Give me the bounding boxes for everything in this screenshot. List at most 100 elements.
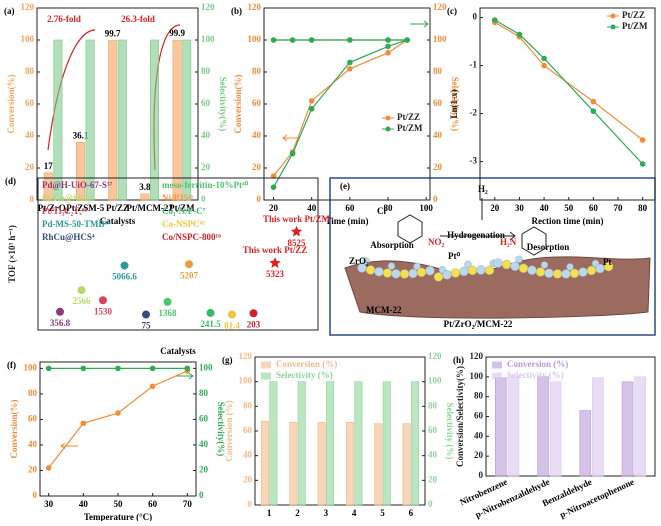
- caption: Pt/ZrO₂/MCM-22: [444, 319, 513, 329]
- x-tick-label: 30: [515, 203, 525, 213]
- annotation: 26.3-fold: [121, 14, 155, 24]
- bar: [592, 377, 604, 477]
- marker: [142, 310, 150, 319]
- particle: [535, 267, 546, 277]
- legend-label: meso-ferritin-10%Pt⁴⁰: [162, 180, 249, 190]
- label: MCM-22: [366, 305, 402, 315]
- y-tick-label: 100: [239, 376, 253, 386]
- panel-label: (c): [447, 6, 457, 16]
- y2-tick-label: 40: [433, 130, 443, 140]
- x-tick-label: 40: [79, 499, 89, 509]
- bar: [621, 381, 634, 477]
- legend-label: Selectivity (%): [507, 370, 564, 380]
- y-tick-label: 0: [248, 499, 253, 509]
- label: Cl: [377, 206, 386, 216]
- x-tick-label: Pt/ZSM-5: [66, 203, 104, 213]
- particle: [442, 270, 452, 280]
- label: ZrO₂: [349, 256, 369, 266]
- y-tick-label: 20: [28, 465, 38, 475]
- marker: [185, 260, 193, 269]
- y-tick-label: 100: [470, 371, 484, 381]
- y-tick-label: 20: [25, 162, 35, 172]
- marker: [308, 37, 315, 43]
- y-tick-label: -2: [470, 108, 478, 118]
- marker: [639, 137, 646, 143]
- y-tick-label: 40: [252, 130, 262, 140]
- panel-label: (g): [222, 355, 233, 365]
- legend-swatch: [492, 372, 502, 380]
- marker: [184, 365, 191, 372]
- legend-swatch: [261, 361, 271, 369]
- label: Absorption: [370, 240, 414, 250]
- marker: [308, 106, 315, 112]
- y-tick-label: 0: [473, 12, 478, 22]
- y2-tick-label: 80: [433, 66, 443, 76]
- label: H₂N: [500, 237, 517, 247]
- marker: [228, 310, 236, 319]
- marker: [270, 184, 277, 190]
- marker: [270, 37, 277, 43]
- y2-tick-label: 80: [199, 388, 209, 398]
- data-label: 5323: [266, 269, 285, 279]
- y2-axis-label: Selectivity (%): [445, 403, 455, 460]
- marker: [541, 62, 547, 69]
- y2-axis-label: Selectivity(%): [218, 77, 228, 131]
- legend-label: RhCu@HCS⁴: [42, 232, 95, 242]
- marker: [56, 307, 64, 316]
- x-tick-label: 30: [44, 499, 54, 509]
- bar: [150, 39, 159, 201]
- y2-tick-label: 120: [433, 2, 447, 12]
- data-label: 1368: [159, 308, 178, 318]
- marker: [590, 108, 597, 114]
- data-label: 99.7: [105, 29, 121, 39]
- y-tick-label: -3: [470, 156, 478, 166]
- legend-label: Pt/ZZ: [397, 112, 420, 122]
- marker: [249, 309, 258, 318]
- y2-tick-label: 120: [428, 351, 442, 361]
- y2-tick-label: 40: [199, 439, 209, 449]
- bar: [43, 172, 53, 201]
- data-label: 36.1: [73, 130, 89, 140]
- data-label: 81.4: [224, 321, 240, 331]
- y-tick-label: 80: [25, 66, 35, 76]
- bar: [507, 376, 520, 477]
- x-tick-label: 60: [148, 499, 158, 509]
- y2-tick-label: 40: [428, 450, 438, 460]
- data-label: 5207: [180, 270, 199, 280]
- legend-label: Conversion (%): [507, 359, 568, 369]
- marker: [269, 257, 281, 268]
- x-tick-label: 70: [183, 499, 193, 509]
- legend-label: Co₁-N/P-C⁷: [162, 206, 206, 216]
- particle: [374, 267, 384, 277]
- y-axis-label: TOF (×10³ h⁻¹): [7, 225, 17, 283]
- x-tick-label: 4: [352, 508, 357, 518]
- particle: [464, 260, 472, 269]
- y2-tick-label: 40: [201, 130, 211, 140]
- x-axis-label: Time (min): [325, 216, 368, 226]
- plot-frame: [479, 7, 656, 201]
- benzene-ring: [397, 214, 423, 244]
- x-tick-label: 5: [380, 508, 385, 518]
- marker: [385, 50, 391, 56]
- y2-tick-label: 80: [428, 400, 438, 410]
- legend-label: Co/NSPC-800¹⁶: [162, 232, 221, 242]
- y-tick-label: 80: [243, 400, 253, 410]
- y2-tick-label: 80: [201, 66, 211, 76]
- y2-axis-label: Selectivity(%): [450, 77, 460, 131]
- marker: [45, 365, 52, 372]
- particle: [387, 262, 396, 270]
- y2-tick-label: 100: [199, 362, 213, 372]
- legend-label: Pd@H-UiO-67-S³⁷: [42, 180, 113, 190]
- legend-marker: [610, 13, 616, 19]
- data-label: 5066.6: [112, 272, 137, 282]
- marker: [149, 365, 156, 372]
- bar: [297, 381, 306, 506]
- legend-label: Pt/ZZ: [622, 10, 645, 20]
- x-tick-label: 20: [490, 203, 500, 213]
- bar: [260, 420, 269, 506]
- x-tick-label: 6: [409, 508, 414, 518]
- legend-label: Pt/ZM: [622, 21, 648, 31]
- y-tick-label: 40: [243, 450, 253, 460]
- legend-label: Co-NSPC⁴²: [162, 219, 205, 229]
